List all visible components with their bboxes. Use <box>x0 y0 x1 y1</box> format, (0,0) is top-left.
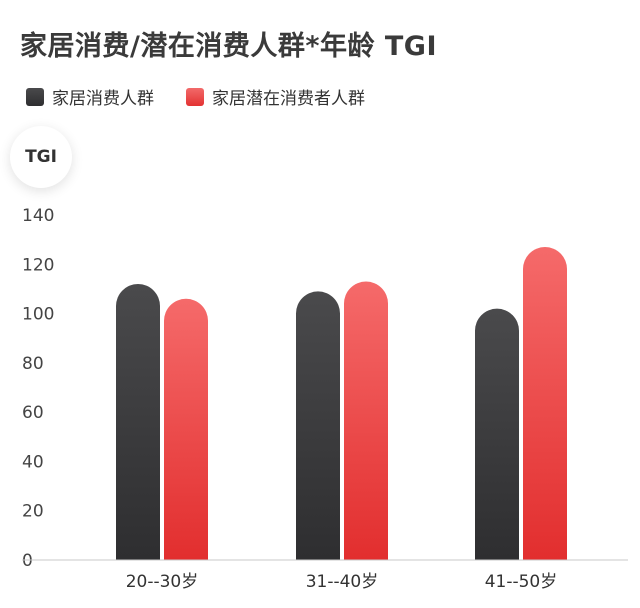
bar-potential-3 <box>523 247 567 561</box>
y-tick-label: 40 <box>22 452 44 472</box>
y-tick-label: 100 <box>22 305 54 325</box>
x-tick-label: 20--30岁 <box>126 572 199 592</box>
bar-consumers-2 <box>296 291 340 560</box>
y-tick-label: 120 <box>22 255 54 275</box>
legend-label-consumers: 家居消费人群 <box>52 89 154 109</box>
bar-consumers-1 <box>116 284 160 560</box>
x-tick-label: 31--40岁 <box>306 572 379 592</box>
legend-swatch-consumers <box>26 87 44 106</box>
legend-swatch-potential <box>186 87 204 106</box>
y-tick-label: 20 <box>22 502 44 522</box>
legend: 家居消费人群 家居潜在消费者人群 <box>26 84 397 109</box>
bar-potential-2 <box>344 281 388 560</box>
chart-title: 家居消费/潜在消费人群*年龄 TGI <box>20 31 438 62</box>
y-tick-label: 0 <box>22 551 33 571</box>
y-tick-label: 60 <box>22 403 44 423</box>
x-tick-label: 41--50岁 <box>485 572 558 592</box>
y-tick-label: 140 <box>22 206 54 226</box>
y-tick-label: 80 <box>22 354 44 374</box>
legend-item-consumers: 家居消费人群 <box>26 84 154 109</box>
bar-potential-1 <box>164 298 208 560</box>
y-unit-badge: TGI <box>10 126 72 188</box>
legend-item-potential: 家居潜在消费者人群 <box>186 84 365 109</box>
legend-label-potential: 家居潜在消费者人群 <box>212 89 365 109</box>
bar-consumers-3 <box>475 308 519 560</box>
